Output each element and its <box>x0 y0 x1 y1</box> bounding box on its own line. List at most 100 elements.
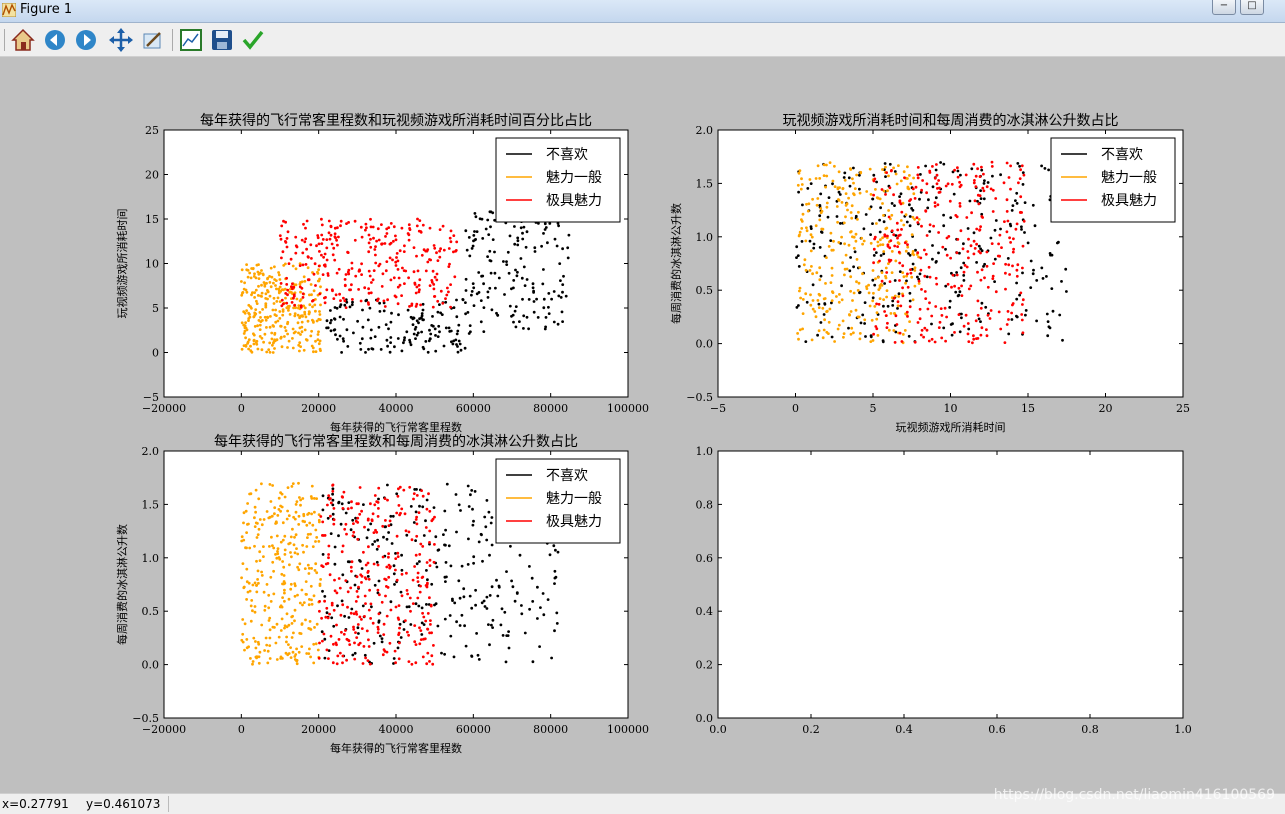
point-1 <box>831 182 834 186</box>
point-1 <box>420 312 424 315</box>
point-2 <box>242 521 245 525</box>
point-3 <box>957 313 961 316</box>
point-2 <box>865 287 869 290</box>
point-2 <box>299 290 302 294</box>
point-1 <box>417 604 421 608</box>
maximize-button[interactable]: □ <box>1240 0 1264 15</box>
point-1 <box>1032 268 1035 272</box>
point-1 <box>861 313 865 317</box>
point-3 <box>886 321 889 325</box>
point-1 <box>464 301 467 304</box>
point-2 <box>264 318 268 322</box>
point-3 <box>380 223 383 227</box>
point-1 <box>444 326 448 330</box>
point-1 <box>412 521 416 524</box>
point-2 <box>835 295 838 298</box>
point-3 <box>291 282 294 286</box>
point-3 <box>886 234 889 238</box>
back-icon[interactable] <box>42 27 68 53</box>
zoom-icon[interactable] <box>140 27 166 53</box>
point-2 <box>308 647 311 651</box>
point-2 <box>268 545 271 548</box>
point-1 <box>827 196 831 200</box>
point-3 <box>453 275 457 279</box>
forward-icon[interactable] <box>73 27 99 53</box>
point-3 <box>955 215 959 219</box>
point-2 <box>818 177 822 180</box>
point-1 <box>452 339 456 343</box>
point-1 <box>954 290 958 294</box>
point-3 <box>920 328 924 332</box>
point-3 <box>455 240 459 244</box>
point-3 <box>977 202 981 206</box>
point-3 <box>976 299 980 303</box>
point-3 <box>1020 164 1024 168</box>
point-3 <box>327 657 330 660</box>
point-3 <box>350 506 353 510</box>
point-1 <box>896 307 899 310</box>
point-3 <box>331 489 335 493</box>
point-3 <box>285 301 289 305</box>
home-icon[interactable] <box>10 27 36 53</box>
point-3 <box>360 627 364 630</box>
point-3 <box>285 283 289 286</box>
point-3 <box>1015 268 1019 272</box>
pan-icon[interactable] <box>108 27 134 53</box>
point-1 <box>959 266 963 270</box>
point-1 <box>1045 275 1048 278</box>
point-3 <box>385 260 389 263</box>
point-2 <box>260 295 263 298</box>
point-2 <box>305 652 309 655</box>
point-1 <box>835 215 839 218</box>
point-1 <box>516 270 519 274</box>
point-3 <box>278 234 282 238</box>
point-1 <box>908 224 912 228</box>
point-3 <box>908 199 911 203</box>
point-2 <box>248 271 252 275</box>
point-1 <box>323 637 327 641</box>
point-1 <box>470 293 473 297</box>
point-3 <box>988 317 992 320</box>
configure-subplots-icon[interactable] <box>178 27 204 53</box>
point-2 <box>293 535 296 539</box>
point-3 <box>932 224 935 228</box>
point-1 <box>564 294 568 298</box>
point-1 <box>467 537 470 541</box>
point-3 <box>280 298 284 302</box>
point-3 <box>356 516 360 520</box>
point-2 <box>241 291 244 295</box>
point-2 <box>258 559 262 562</box>
minimize-button[interactable]: − <box>1212 0 1236 15</box>
point-2 <box>913 269 917 272</box>
figure-canvas[interactable]: −20000 0 20000 40000 60000 80000 100000−505101… <box>0 57 1285 792</box>
point-1 <box>442 533 445 536</box>
point-3 <box>398 641 401 645</box>
point-2 <box>261 308 264 311</box>
point-3 <box>357 585 360 589</box>
point-2 <box>293 314 297 318</box>
point-2 <box>268 325 272 329</box>
point-3 <box>280 256 283 260</box>
point-3 <box>367 545 370 549</box>
point-1 <box>422 534 426 537</box>
point-3 <box>428 284 432 287</box>
point-1 <box>387 327 390 331</box>
edit-check-icon[interactable] <box>240 27 266 53</box>
point-1 <box>542 232 545 235</box>
x-tick-label: −5 <box>710 402 726 415</box>
point-2 <box>271 560 275 564</box>
point-2 <box>316 338 320 342</box>
point-3 <box>936 187 939 190</box>
point-2 <box>314 642 318 646</box>
point-2 <box>287 514 291 517</box>
point-3 <box>962 270 966 274</box>
point-1 <box>1065 290 1068 293</box>
point-1 <box>550 656 553 660</box>
point-3 <box>925 328 929 332</box>
point-2 <box>882 298 885 301</box>
point-3 <box>318 600 321 603</box>
point-1 <box>483 515 487 519</box>
save-icon[interactable] <box>209 27 235 53</box>
point-3 <box>364 222 368 226</box>
point-3 <box>940 336 944 340</box>
